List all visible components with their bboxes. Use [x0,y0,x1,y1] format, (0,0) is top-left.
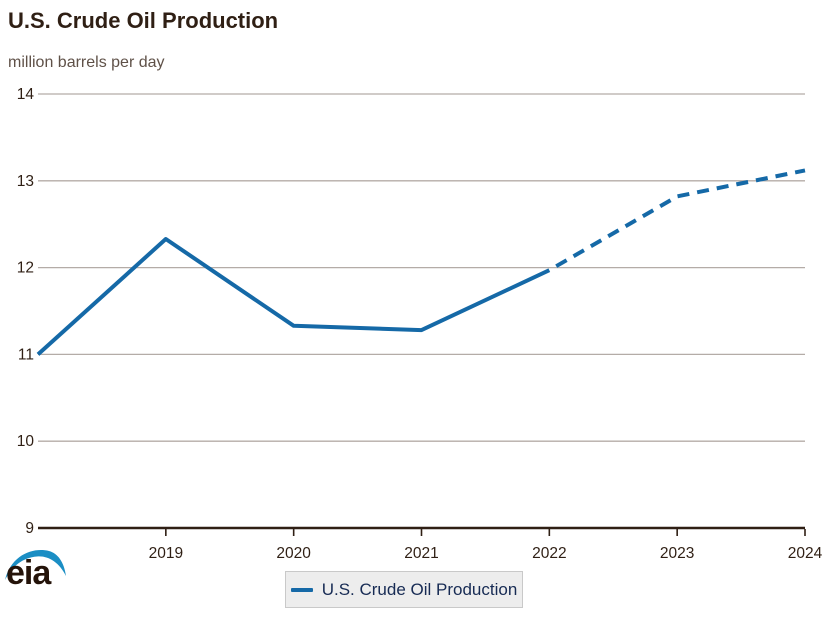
legend-label: U.S. Crude Oil Production [321,579,518,599]
series-line-history [36,237,551,356]
chart-subtitle: million barrels per day [8,54,165,71]
x-tick-label: 2019 [149,545,183,562]
chart-title: U.S. Crude Oil Production [8,8,279,33]
x-tick-label: 2020 [276,545,311,562]
x-tick-label: 2021 [404,545,438,562]
y-tick-label: 9 [25,520,34,537]
series-line-forecast [548,168,806,272]
y-axis-labels: 9 10 11 12 13 14 [17,86,35,537]
x-tick-label: 2024 [788,545,823,562]
eia-swoosh-icon [5,550,66,580]
gridlines [38,93,805,442]
y-tick-label: 14 [17,86,35,103]
x-tick-label: 2022 [532,545,566,562]
x-tick-label: 2023 [660,545,694,562]
legend-line-swatch [290,587,313,592]
legend: U.S. Crude Oil Production [285,571,523,608]
x-axis-ticks: 2019 2020 2021 2022 2023 2024 [149,529,823,562]
y-tick-label: 10 [17,433,35,450]
y-tick-label: 12 [17,260,34,277]
eia-logo: eia [3,542,69,600]
y-tick-label: 13 [17,173,34,190]
y-tick-label: 11 [18,346,34,363]
eia-logo-text: eia [6,554,51,592]
